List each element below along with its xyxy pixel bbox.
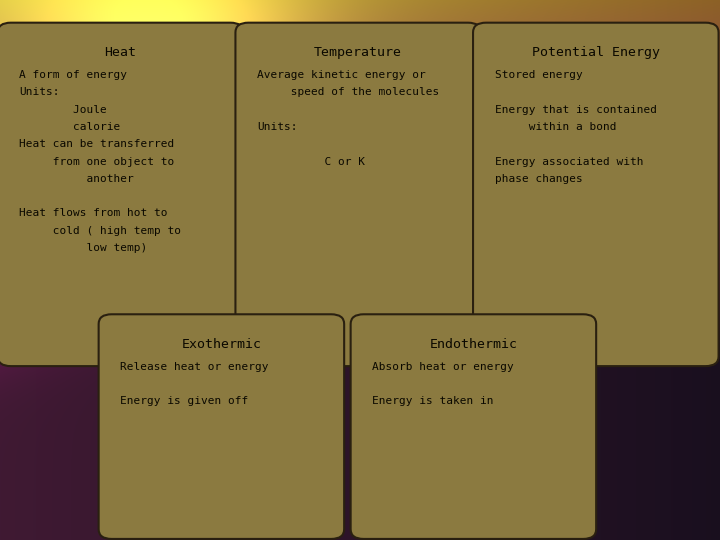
Text: Heat can be transferred: Heat can be transferred [19, 139, 175, 150]
Text: Heat: Heat [104, 46, 137, 59]
Text: speed of the molecules: speed of the molecules [257, 87, 439, 98]
Text: Energy that is contained: Energy that is contained [495, 105, 657, 115]
Text: Energy associated with: Energy associated with [495, 157, 643, 167]
Text: Average kinetic energy or: Average kinetic energy or [257, 70, 426, 80]
Text: Endothermic: Endothermic [429, 338, 518, 350]
Text: Units:: Units: [19, 87, 60, 98]
FancyBboxPatch shape [235, 23, 481, 366]
Text: C or K: C or K [257, 157, 365, 167]
Text: Units:: Units: [257, 122, 297, 132]
Text: another: another [19, 174, 134, 184]
Text: Joule: Joule [19, 105, 107, 115]
Text: from one object to: from one object to [19, 157, 175, 167]
Text: low temp): low temp) [19, 243, 148, 253]
Text: within a bond: within a bond [495, 122, 616, 132]
Text: Heat flows from hot to: Heat flows from hot to [19, 208, 168, 219]
FancyBboxPatch shape [99, 314, 344, 539]
Text: calorie: calorie [19, 122, 121, 132]
Text: Energy is taken in: Energy is taken in [372, 396, 494, 407]
Text: cold ( high temp to: cold ( high temp to [19, 226, 181, 236]
Text: Stored energy: Stored energy [495, 70, 582, 80]
FancyBboxPatch shape [0, 23, 243, 366]
Text: phase changes: phase changes [495, 174, 582, 184]
Text: Temperature: Temperature [314, 46, 402, 59]
Text: A form of energy: A form of energy [19, 70, 127, 80]
FancyBboxPatch shape [351, 314, 596, 539]
Text: Potential Energy: Potential Energy [532, 46, 660, 59]
Text: Release heat or energy: Release heat or energy [120, 362, 269, 372]
Text: Exothermic: Exothermic [181, 338, 261, 350]
FancyBboxPatch shape [473, 23, 719, 366]
Text: Energy is given off: Energy is given off [120, 396, 248, 407]
Text: Absorb heat or energy: Absorb heat or energy [372, 362, 514, 372]
